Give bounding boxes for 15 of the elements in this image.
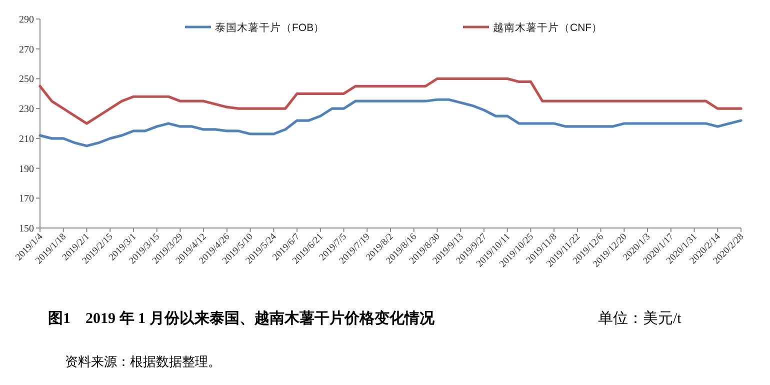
legend-label: 泰国木薯干片（FOB）: [215, 21, 325, 34]
line-series: [38, 77, 742, 125]
y-tick-label: 230: [19, 104, 34, 116]
y-tick-label: 270: [19, 44, 34, 56]
y-tick-label: 290: [19, 14, 34, 26]
y-tick-label: 210: [19, 134, 34, 145]
y-tick-label: 170: [19, 194, 34, 205]
y-tick-label: 150: [19, 224, 34, 234]
line-series: [38, 98, 742, 148]
y-tick-label: 190: [19, 164, 34, 175]
text: 单位：美元/t: [598, 310, 682, 327]
text: 资料来源：根据数据整理。: [65, 354, 221, 369]
legend-label: 越南木薯干片（CNF）: [493, 21, 603, 34]
y-tick-label: 250: [19, 74, 34, 86]
text: 图1 2019 年 1 月份以来泰国、越南木薯干片价格变化情况: [48, 309, 436, 327]
